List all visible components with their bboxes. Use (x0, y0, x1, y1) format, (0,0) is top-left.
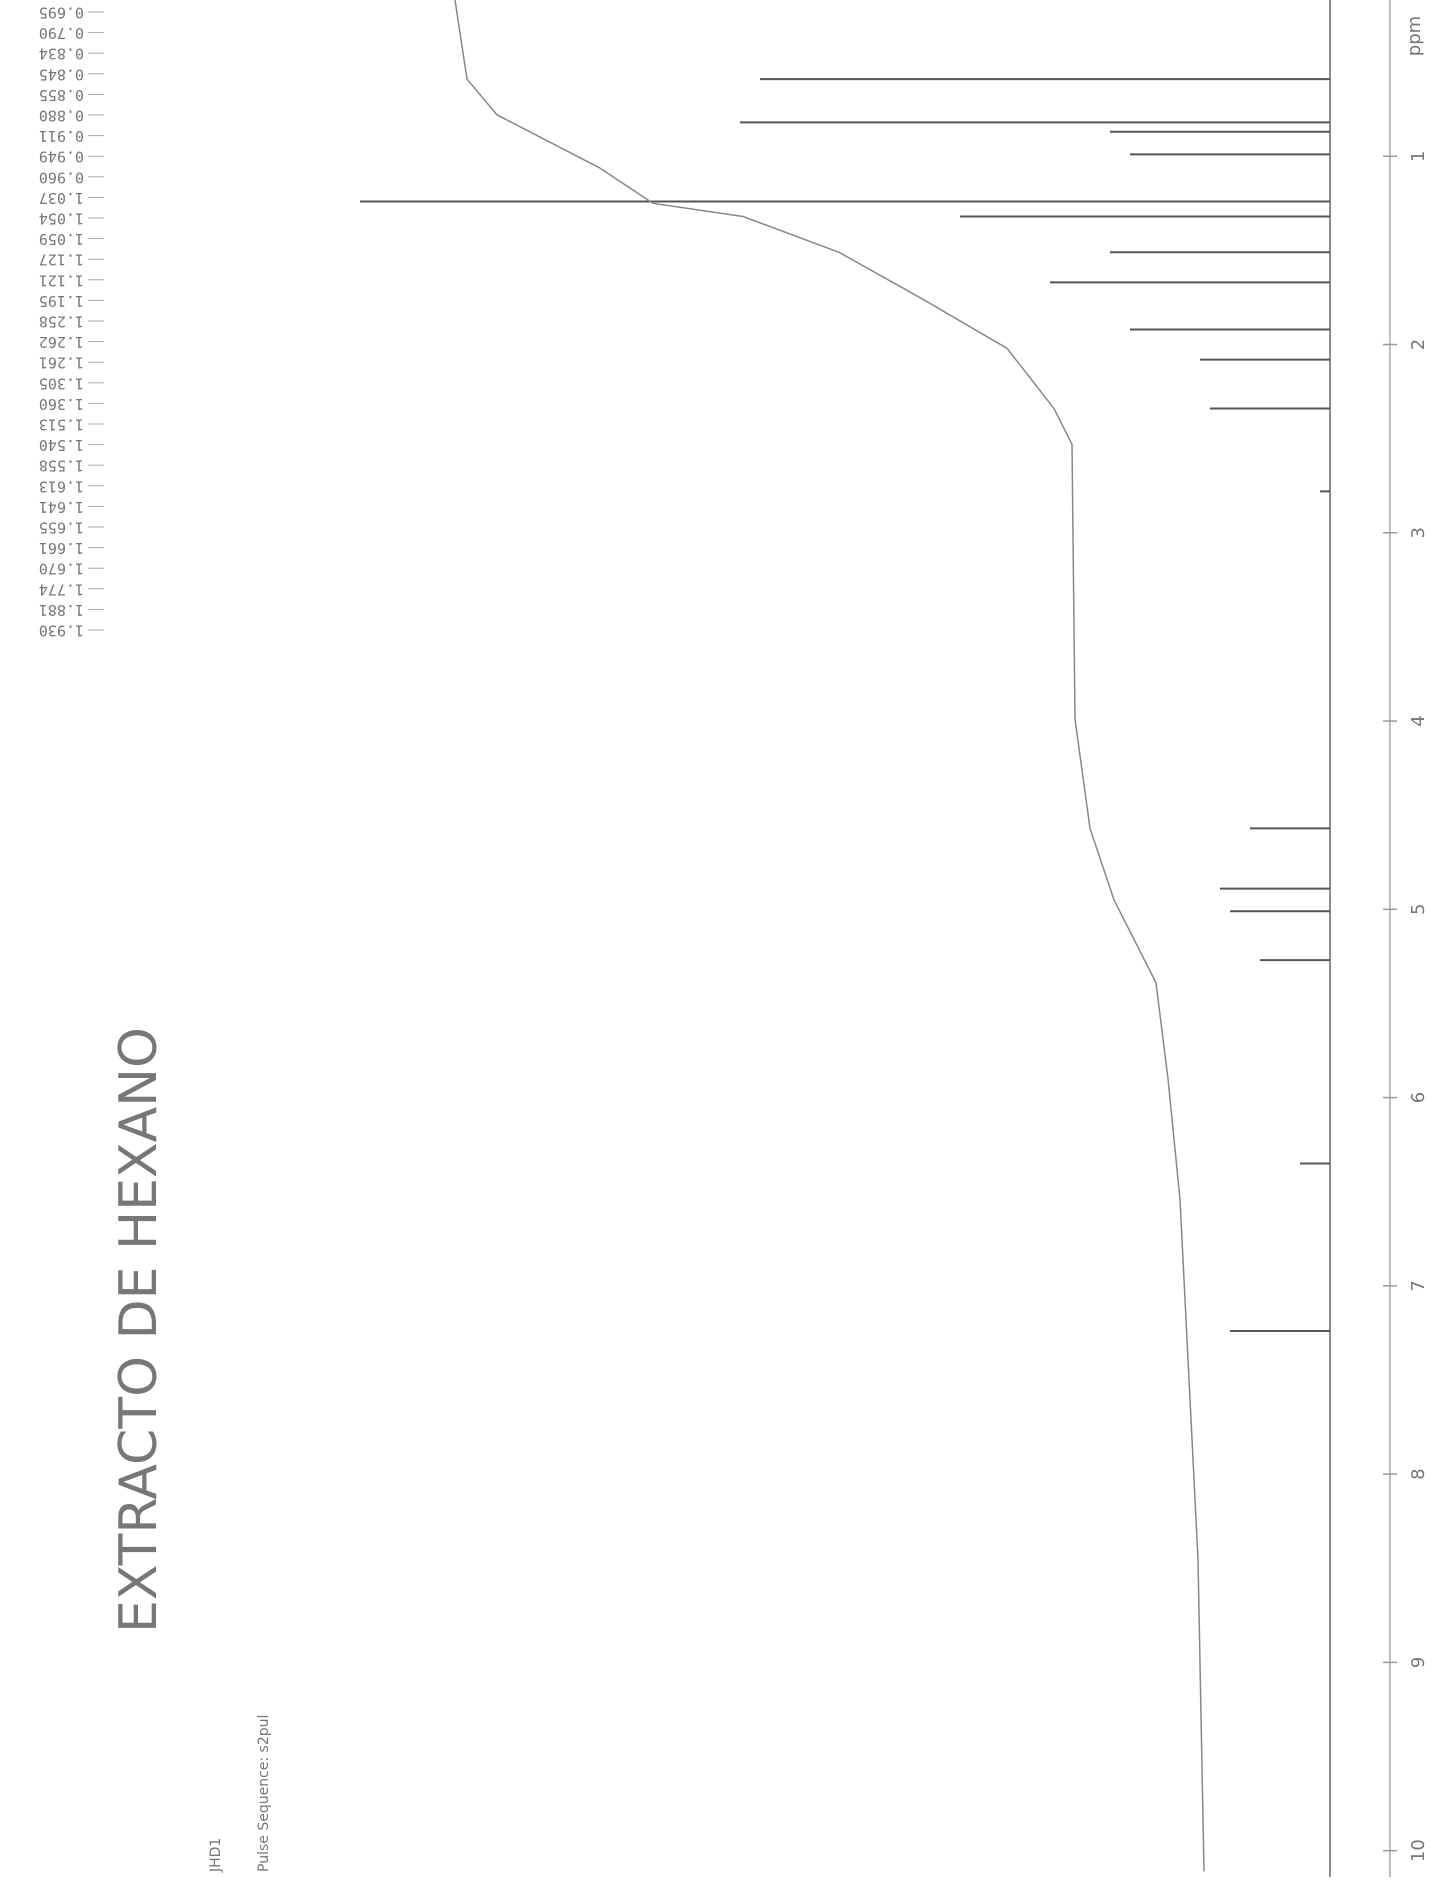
peak-label: 1.613 (39, 477, 84, 495)
pulse-sequence: Pulse Sequence: s2pul (256, 1715, 272, 1872)
peak-label: 0.790 (39, 24, 84, 42)
x-tick-label: 10 (1408, 1839, 1429, 1862)
integral-line (454, 0, 1205, 1872)
x-tick-label: 6 (1408, 1092, 1429, 1103)
peak-label: 1.127 (39, 251, 84, 269)
peak-label: 1.641 (39, 498, 84, 516)
peak-label: 1.059 (39, 230, 84, 248)
sample-name: JHD1 (208, 1838, 224, 1873)
peak-label: 0.845 (39, 65, 84, 83)
peak-label: 1.054 (39, 210, 84, 228)
peak-label: 1.262 (39, 333, 84, 351)
peak-label: 1.930 (39, 622, 84, 640)
peak-label: 0.960 (39, 168, 84, 186)
peak-label: 0.911 (39, 127, 84, 145)
peak-label: 0.949 (39, 148, 84, 166)
peak-label: 1.774 (39, 580, 84, 598)
x-tick-label: 5 (1408, 904, 1429, 915)
peak-label: 1.037 (39, 189, 84, 207)
x-tick-label: 4 (1408, 715, 1429, 726)
x-tick-label: 2 (1408, 339, 1429, 350)
x-tick-label: 9 (1408, 1657, 1429, 1668)
peak-label: 1.360 (39, 395, 84, 413)
peak-label: 1.655 (39, 519, 84, 537)
x-axis-label: ppm (1404, 16, 1425, 56)
peak-label: 1.881 (39, 601, 84, 619)
x-tick-label: 1 (1408, 151, 1429, 162)
x-tick-label: 3 (1408, 527, 1429, 538)
peak-label: 1.261 (39, 354, 84, 372)
peak-label: 1.513 (39, 416, 84, 434)
peak-label: 0.880 (39, 107, 84, 125)
x-tick-label: 7 (1408, 1280, 1429, 1291)
peak-label: 0.834 (39, 45, 84, 63)
peak-label: 0.695 (39, 4, 84, 22)
peak-label: 1.540 (39, 436, 84, 454)
peak-label: 1.195 (39, 292, 84, 310)
peak-label: 1.558 (39, 457, 84, 475)
peak-label: 1.305 (39, 374, 84, 392)
chart-title: EXTRACTO DE HEXANO (109, 1027, 169, 1633)
peak-label: 1.121 (39, 271, 84, 289)
peak-label: 0.855 (39, 86, 84, 104)
peak-label: 1.258 (39, 313, 84, 331)
peak-label: 1.661 (39, 539, 84, 557)
x-tick-label: 8 (1408, 1468, 1429, 1479)
peak-label: 1.670 (39, 560, 84, 578)
